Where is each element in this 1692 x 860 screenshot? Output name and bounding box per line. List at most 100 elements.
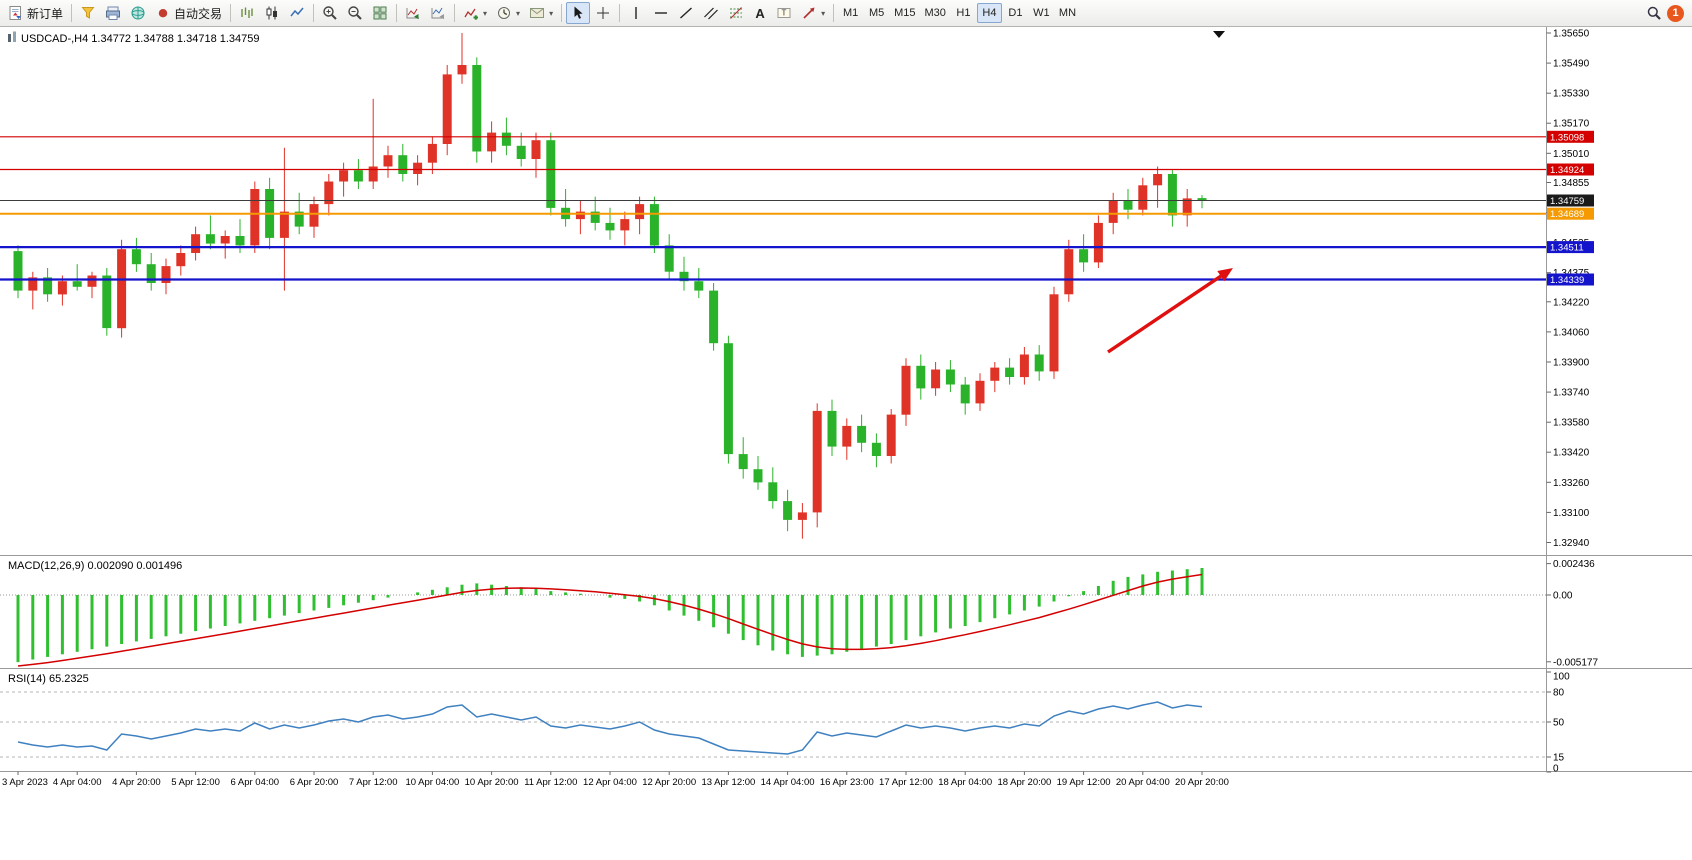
new-order-icon: [9, 6, 21, 20]
svg-text:0: 0: [1553, 764, 1559, 775]
toolbar-separator: [230, 4, 232, 22]
crosshair-tool-button[interactable]: [591, 2, 615, 24]
svg-text:1.35098: 1.35098: [1550, 132, 1584, 143]
timeframe-button-m1[interactable]: M1: [838, 3, 863, 23]
notification-badge[interactable]: 1: [1667, 4, 1684, 22]
text-icon: A: [755, 5, 765, 21]
svg-text:1.33260: 1.33260: [1553, 478, 1590, 489]
svg-text:1.34855: 1.34855: [1553, 178, 1590, 189]
cursor-tool-button[interactable]: [566, 2, 591, 24]
svg-text:1.33100: 1.33100: [1553, 508, 1590, 519]
indicators-button[interactable]: ▾: [459, 2, 491, 24]
timeframe-group: M1 M5 M15 M30 H1 H4 D1 W1 MN: [838, 3, 1080, 23]
toolbar-separator: [561, 4, 563, 22]
svg-text:19 Apr 12:00: 19 Apr 12:00: [1057, 777, 1111, 788]
chevron-down-icon: ▾: [549, 8, 554, 18]
svg-text:14 Apr 04:00: 14 Apr 04:00: [761, 777, 815, 788]
auto-scroll-button[interactable]: [401, 2, 425, 24]
timeframe-button-mn[interactable]: MN: [1055, 3, 1080, 23]
price-chart[interactable]: 1.35650 1.35490 1.35330 1.35170 1.35010 1.348…: [0, 27, 1692, 855]
channel-tool-button[interactable]: [699, 2, 723, 24]
svg-text:16 Apr 23:00: 16 Apr 23:00: [820, 777, 874, 788]
svg-text:MACD(12,26,9) 0.002090 0.00149: MACD(12,26,9) 0.002090 0.001496: [8, 560, 182, 572]
svg-text:1.34511: 1.34511: [1550, 243, 1584, 254]
candlestick-chart-button[interactable]: [260, 2, 284, 24]
chevron-down-icon: ▾: [516, 8, 521, 18]
svg-text:7 Apr 12:00: 7 Apr 12:00: [349, 777, 398, 788]
auto-scroll-icon: [406, 8, 420, 20]
toolbar-separator: [619, 4, 621, 22]
svg-text:4 Apr 20:00: 4 Apr 20:00: [112, 777, 161, 788]
clock-icon: [498, 7, 511, 19]
svg-text:15: 15: [1553, 753, 1565, 764]
svg-text:1.34060: 1.34060: [1553, 327, 1590, 338]
periods-button[interactable]: ▾: [492, 2, 524, 24]
svg-text:18 Apr 20:00: 18 Apr 20:00: [997, 777, 1051, 788]
trendline-icon: [680, 7, 693, 19]
tile-windows-icon: [373, 6, 387, 20]
cursor-icon: [574, 6, 583, 19]
tile-windows-button[interactable]: [368, 2, 392, 24]
zoom-out-button[interactable]: [343, 2, 367, 24]
line-chart-button[interactable]: [285, 2, 309, 24]
arrow-shape-icon: [803, 7, 815, 19]
globe-button[interactable]: [126, 2, 150, 24]
bar-chart-icon: [241, 7, 253, 18]
indicators-icon: [464, 8, 479, 20]
zoom-out-icon: [348, 6, 362, 20]
templates-button[interactable]: ▾: [525, 2, 557, 24]
text-tool-button[interactable]: A: [749, 2, 771, 24]
horizontal-line-tool-button[interactable]: [649, 2, 673, 24]
svg-text:RSI(14) 65.2325: RSI(14) 65.2325: [8, 673, 89, 685]
svg-text:18 Apr 04:00: 18 Apr 04:00: [938, 777, 992, 788]
bar-chart-button[interactable]: [235, 2, 259, 24]
zoom-in-button[interactable]: [318, 2, 342, 24]
line-chart-icon: [290, 7, 304, 17]
svg-text:50: 50: [1553, 718, 1565, 729]
svg-text:20 Apr 20:00: 20 Apr 20:00: [1175, 777, 1229, 788]
svg-text:T: T: [782, 9, 787, 18]
svg-text:USDCAD-,H4 1.34772 1.34788 1.3: USDCAD-,H4 1.34772 1.34788 1.34718 1.347…: [21, 33, 260, 45]
globe-icon: [131, 6, 145, 20]
timeframe-button-m30[interactable]: M30: [921, 3, 950, 23]
fibonacci-tool-button[interactable]: [724, 2, 748, 24]
new-order-button[interactable]: 新订单: [4, 2, 67, 24]
timeframe-button-h1[interactable]: H1: [951, 3, 976, 23]
svg-text:1.32940: 1.32940: [1553, 538, 1590, 549]
funnel-button[interactable]: [76, 2, 100, 24]
timeframe-button-d1[interactable]: D1: [1003, 3, 1028, 23]
svg-text:1.34689: 1.34689: [1550, 209, 1584, 220]
arrows-tool-button[interactable]: ▾: [797, 2, 829, 24]
svg-text:1.35490: 1.35490: [1553, 59, 1590, 70]
svg-text:6 Apr 04:00: 6 Apr 04:00: [230, 777, 279, 788]
text-label-tool-button[interactable]: T: [772, 2, 796, 24]
svg-text:5 Apr 12:00: 5 Apr 12:00: [171, 777, 220, 788]
toolbar-separator: [313, 4, 315, 22]
search-button[interactable]: [1642, 2, 1666, 24]
search-icon: [1647, 6, 1661, 20]
toolbar-separator: [833, 4, 835, 22]
svg-text:17 Apr 12:00: 17 Apr 12:00: [879, 777, 933, 788]
vertical-line-tool-button[interactable]: [624, 2, 648, 24]
svg-text:20 Apr 04:00: 20 Apr 04:00: [1116, 777, 1170, 788]
timeframe-button-m5[interactable]: M5: [864, 3, 889, 23]
svg-text:1.33580: 1.33580: [1553, 418, 1590, 429]
auto-trading-button[interactable]: 自动交易: [151, 2, 226, 24]
svg-text:1.35010: 1.35010: [1553, 149, 1590, 160]
svg-text:6 Apr 20:00: 6 Apr 20:00: [290, 777, 339, 788]
svg-text:12 Apr 04:00: 12 Apr 04:00: [583, 777, 637, 788]
timeframe-button-h4[interactable]: H4: [976, 3, 1002, 23]
trendline-tool-button[interactable]: [674, 2, 698, 24]
svg-text:11 Apr 12:00: 11 Apr 12:00: [524, 777, 577, 788]
timeframe-button-m15[interactable]: M15: [890, 3, 919, 23]
svg-text:1.34220: 1.34220: [1553, 297, 1590, 308]
crosshair-icon: [597, 7, 610, 19]
fibonacci-icon: [730, 7, 743, 19]
timeframe-button-w1[interactable]: W1: [1029, 3, 1054, 23]
chart-shift-button[interactable]: [426, 2, 450, 24]
svg-text:13 Apr 12:00: 13 Apr 12:00: [701, 777, 755, 788]
svg-text:1.35170: 1.35170: [1553, 119, 1590, 130]
svg-text:1.35330: 1.35330: [1553, 89, 1590, 100]
printer-button[interactable]: [101, 2, 125, 24]
